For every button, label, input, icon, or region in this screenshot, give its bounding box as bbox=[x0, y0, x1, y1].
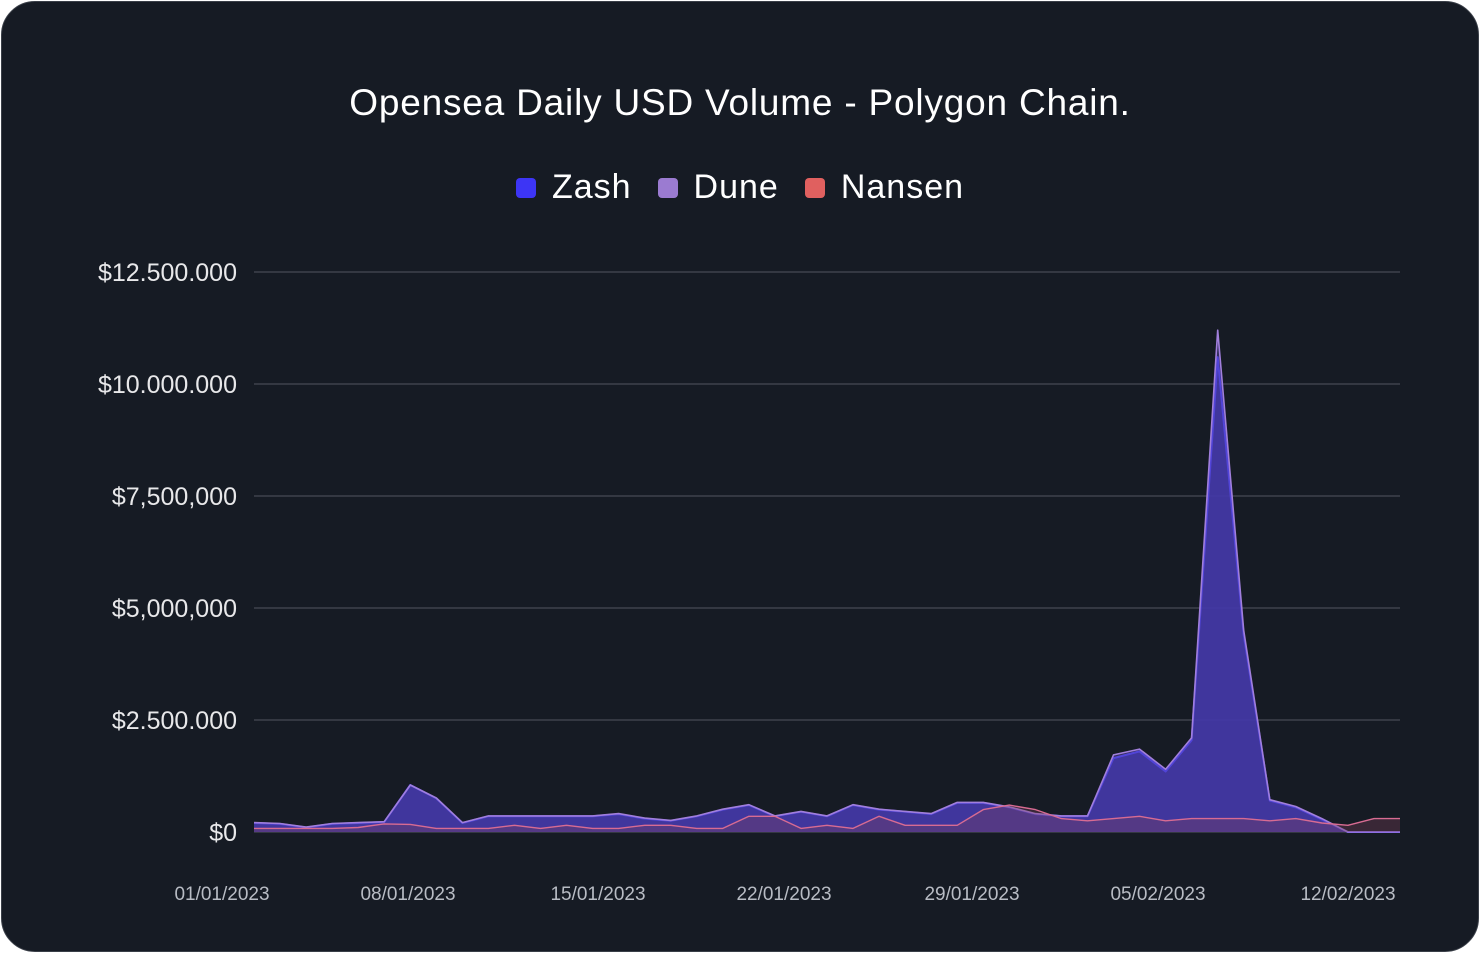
legend: Zash Dune Nansen bbox=[2, 168, 1478, 207]
x-tick-label: 05/02/2023 bbox=[1110, 884, 1205, 905]
series-area-nansen bbox=[254, 805, 1400, 832]
legend-swatch-zash bbox=[515, 177, 536, 198]
legend-label-dune: Dune bbox=[693, 168, 779, 206]
x-tick-label: 29/01/2023 bbox=[924, 884, 1019, 905]
y-tick-label: $0 bbox=[209, 819, 237, 847]
legend-item-zash[interactable]: Zash bbox=[515, 168, 632, 207]
series-line-nansen bbox=[254, 804, 1400, 830]
legend-item-dune[interactable]: Dune bbox=[657, 168, 779, 207]
legend-swatch-dune bbox=[657, 177, 678, 198]
legend-swatch-nansen bbox=[804, 177, 825, 198]
legend-label-nansen: Nansen bbox=[840, 168, 965, 206]
x-tick-label: 08/01/2023 bbox=[360, 884, 455, 905]
y-tick-label: $2.500.000 bbox=[112, 707, 237, 735]
y-tick-label: $10.000.000 bbox=[98, 371, 237, 399]
legend-item-nansen[interactable]: Nansen bbox=[804, 168, 965, 207]
chart-title: Opensea Daily USD Volume - Polygon Chain… bbox=[349, 82, 1131, 123]
x-tick-label: 01/01/2023 bbox=[174, 884, 269, 905]
y-tick-label: $7,500,000 bbox=[112, 483, 237, 511]
x-tick-label: 22/01/2023 bbox=[736, 884, 831, 905]
y-tick-label: $12.500.000 bbox=[98, 259, 237, 287]
x-tick-label: 15/01/2023 bbox=[550, 884, 645, 905]
series-line-dune bbox=[254, 329, 1400, 833]
legend-label-zash: Zash bbox=[551, 168, 632, 206]
x-tick-label: 12/02/2023 bbox=[1300, 884, 1395, 905]
y-tick-label: $5,000,000 bbox=[112, 595, 237, 623]
